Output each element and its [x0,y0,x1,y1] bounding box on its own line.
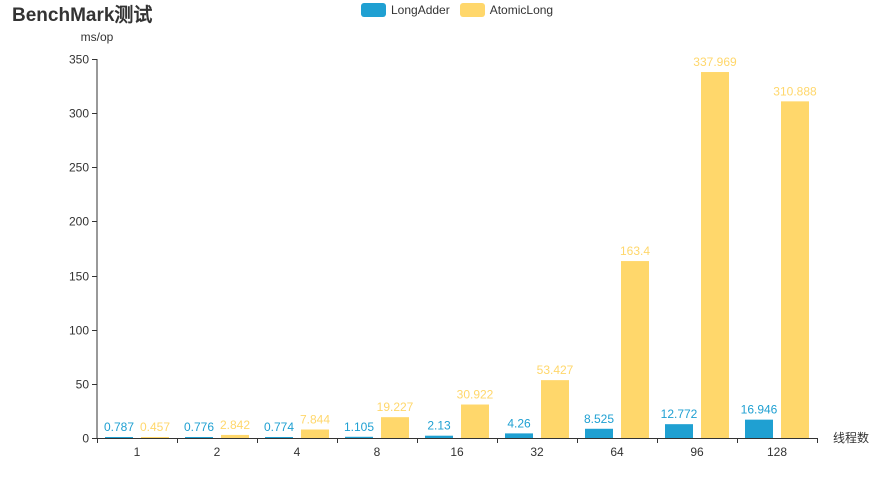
bar-atomiclong [381,417,409,438]
y-tick-label: 300 [69,107,89,121]
data-label-atomiclong: 53.427 [537,363,574,377]
legend-item-atomiclong[interactable]: AtomicLong [459,3,554,17]
legend: LongAdder AtomicLong [361,3,563,17]
bar-atomiclong [141,437,169,438]
bar-longadder [505,433,533,438]
bar-atomiclong [301,429,329,438]
y-tick-label: 0 [82,432,89,446]
y-tick-label: 100 [69,324,89,338]
data-label-atomiclong: 7.844 [300,413,330,427]
data-label-longadder: 0.787 [104,420,134,434]
data-label-longadder: 4.26 [507,416,531,430]
data-label-atomiclong: 337.969 [693,55,737,69]
x-tick-label: 8 [374,445,381,459]
bar-longadder [185,437,213,438]
data-label-atomiclong: 0.457 [140,420,170,434]
bar-longadder [105,437,133,438]
x-tick-label: 32 [530,445,544,459]
legend-label-longadder: LongAdder [391,3,450,17]
bar-atomiclong [701,72,729,438]
data-label-atomiclong: 19.227 [377,400,414,414]
data-label-longadder: 12.772 [661,407,698,421]
data-label-atomiclong: 163.4 [620,244,650,258]
data-label-atomiclong: 30.922 [457,388,494,402]
x-tick-label: 2 [214,445,221,459]
bar-longadder [425,435,453,438]
bar-atomiclong [781,101,809,438]
chart-title: BenchMark测试 [12,5,153,26]
x-tick-label: 16 [450,445,464,459]
data-label-longadder: 2.13 [427,419,451,433]
legend-swatch-atomiclong [459,3,485,17]
x-tick-label: 4 [294,445,301,459]
legend-label-atomiclong: AtomicLong [489,3,554,17]
data-label-longadder: 0.776 [184,420,214,434]
data-label-longadder: 16.946 [741,403,778,417]
data-label-longadder: 1.105 [344,420,374,434]
y-tick-label: 150 [69,270,89,284]
y-tick-label: 250 [69,161,89,175]
x-axis-label: 线程数 [833,430,869,445]
legend-swatch-longadder [361,3,386,17]
legend-item-longadder[interactable]: LongAdder [361,3,450,17]
y-axis-label: ms/op [81,30,114,44]
x-tick-label: 128 [767,445,787,459]
data-label-atomiclong: 2.842 [220,418,250,432]
bar-longadder [665,424,693,438]
x-tick-label: 1 [134,445,141,459]
bar-longadder [745,419,773,438]
bar-longadder [265,437,293,438]
data-label-longadder: 0.774 [264,420,294,434]
bar-longadder [345,436,373,438]
data-label-atomiclong: 310.888 [773,84,817,98]
y-tick-label: 200 [69,215,89,229]
bar-atomiclong [541,380,569,438]
y-tick-label: 350 [69,53,89,67]
x-tick-label: 64 [610,445,624,459]
y-tick-label: 50 [76,378,90,392]
bar-atomiclong [461,404,489,438]
bar-longadder [585,428,613,438]
data-label-longadder: 8.525 [584,412,614,426]
bar-atomiclong [621,261,649,438]
x-tick-label: 96 [690,445,704,459]
bar-atomiclong [221,434,249,438]
